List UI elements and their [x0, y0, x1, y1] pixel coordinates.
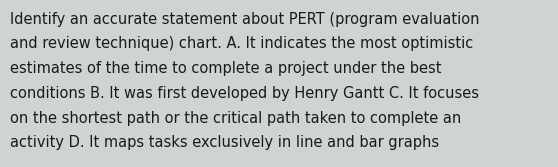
Text: activity D. It maps tasks exclusively in line and bar graphs: activity D. It maps tasks exclusively in… [10, 135, 439, 150]
Text: estimates of the time to complete a project under the best: estimates of the time to complete a proj… [10, 61, 441, 76]
Text: and review technique) chart. A. It indicates the most optimistic: and review technique) chart. A. It indic… [10, 36, 473, 51]
Text: on the shortest path or the critical path taken to complete an: on the shortest path or the critical pat… [10, 111, 461, 126]
Text: conditions B. It was first developed by Henry Gantt C. It focuses: conditions B. It was first developed by … [10, 86, 479, 101]
Text: Identify an accurate statement about PERT (program evaluation: Identify an accurate statement about PER… [10, 12, 479, 27]
